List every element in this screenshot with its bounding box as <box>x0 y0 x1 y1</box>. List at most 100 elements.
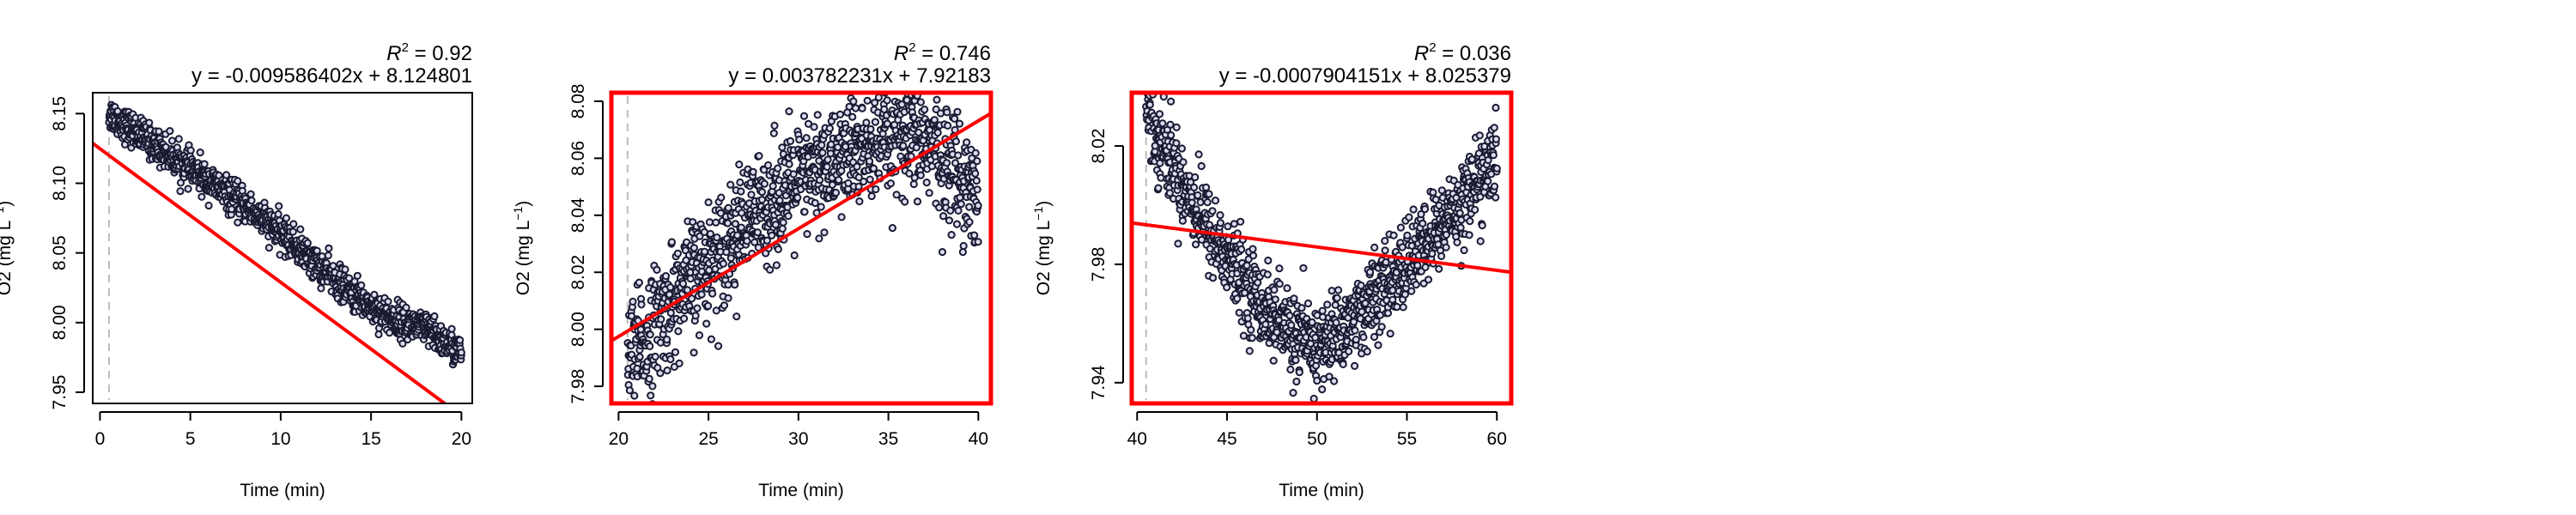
data-point <box>779 218 787 227</box>
data-point <box>939 212 948 221</box>
data-point <box>1247 325 1255 334</box>
y-axis-label-main: O2 (mg L <box>1034 221 1054 296</box>
r-squared-exponent: 2 <box>1429 40 1436 55</box>
data-point <box>1399 303 1407 312</box>
data-point <box>196 148 204 157</box>
data-point <box>1158 119 1167 128</box>
data-point <box>866 124 875 134</box>
scatter-points <box>105 100 465 369</box>
y-axis-label-close: ) <box>1034 201 1054 207</box>
regression-line <box>611 112 991 342</box>
data-point <box>854 182 863 191</box>
data-point <box>317 284 325 293</box>
data-point <box>851 104 860 112</box>
y-axis: 7.95 8.00 8.05 8.10 8.15 <box>50 96 85 409</box>
data-point <box>1188 198 1196 207</box>
data-point <box>1318 385 1327 394</box>
data-point <box>778 224 787 233</box>
data-point <box>813 111 822 119</box>
data-point <box>222 171 231 179</box>
data-point <box>869 164 878 173</box>
x-tick-label: 30 <box>788 429 808 449</box>
data-point <box>724 219 732 227</box>
data-point <box>1323 300 1332 309</box>
data-point <box>849 97 858 106</box>
data-point <box>1419 219 1427 227</box>
regression-equation: y = -0.009586402x + 8.124801 <box>191 64 472 88</box>
regression-equation: y = 0.003782231x + 7.92183 <box>728 64 991 88</box>
data-point <box>1167 130 1176 140</box>
data-point <box>1386 330 1394 338</box>
r-squared-exponent: 2 <box>908 40 915 55</box>
data-point <box>974 201 982 210</box>
x-tick-label: 45 <box>1217 429 1236 449</box>
data-point <box>1191 173 1200 182</box>
data-point <box>696 232 704 240</box>
data-point <box>1492 193 1500 202</box>
data-point <box>971 169 980 178</box>
data-point <box>313 246 321 255</box>
data-point <box>933 128 942 137</box>
data-point <box>1389 231 1398 239</box>
data-point <box>1233 294 1242 303</box>
data-point <box>1243 314 1252 323</box>
data-point <box>1478 221 1486 230</box>
data-point <box>789 170 798 179</box>
data-point <box>1424 276 1433 284</box>
x-tick-label: 35 <box>878 429 898 449</box>
data-point <box>953 107 962 116</box>
data-point <box>945 216 954 225</box>
data-point <box>398 339 407 348</box>
data-point <box>936 109 945 118</box>
data-point <box>1412 281 1420 289</box>
data-point <box>825 124 835 133</box>
y-axis-label-main: O2 (mg L <box>513 221 533 296</box>
data-point <box>1194 191 1202 200</box>
data-point <box>1334 286 1343 294</box>
data-point <box>1345 347 1353 355</box>
data-point <box>858 104 866 112</box>
data-point <box>799 112 809 120</box>
data-point <box>1291 355 1300 365</box>
data-point <box>1283 284 1291 293</box>
r-squared-value: = 0.036 <box>1437 42 1511 65</box>
data-point <box>630 391 639 400</box>
data-point <box>802 134 811 142</box>
data-point <box>965 218 974 227</box>
data-point <box>757 196 767 204</box>
data-point <box>854 173 863 182</box>
data-point <box>844 179 853 187</box>
data-point <box>820 228 829 237</box>
data-point <box>1398 243 1406 251</box>
data-point <box>1174 239 1182 248</box>
y-tick-label: 7.94 <box>1089 365 1109 400</box>
x-tick-label: 50 <box>1307 429 1327 449</box>
data-point <box>1290 294 1298 303</box>
r-squared-symbol: R <box>386 42 401 65</box>
data-point <box>785 160 793 168</box>
data-point <box>447 324 456 333</box>
data-point <box>1172 139 1181 148</box>
data-point <box>874 93 884 102</box>
y-axis-label-close: ) <box>513 201 533 207</box>
data-point <box>702 319 711 328</box>
data-point <box>1421 263 1430 271</box>
data-point <box>1261 320 1270 329</box>
r-squared-label: R2 = 0.92 <box>386 40 472 65</box>
data-point <box>774 164 782 173</box>
data-point <box>916 171 925 179</box>
data-point <box>954 151 963 160</box>
data-point <box>816 176 824 185</box>
data-point <box>755 152 763 161</box>
data-point <box>1393 302 1401 312</box>
x-tick-label: 60 <box>1487 429 1507 449</box>
data-point <box>1167 97 1176 106</box>
data-point <box>963 138 971 147</box>
data-point <box>707 335 716 343</box>
data-point <box>648 382 657 391</box>
chart-panel-1: 0 5 10 15 20 Time (min) 7.95 8.00 8.05 8.10 8.15 O2… <box>0 40 473 500</box>
data-point <box>750 238 759 246</box>
data-point <box>971 148 980 157</box>
data-point <box>1489 151 1498 160</box>
y-tick-label: 7.98 <box>568 369 588 404</box>
